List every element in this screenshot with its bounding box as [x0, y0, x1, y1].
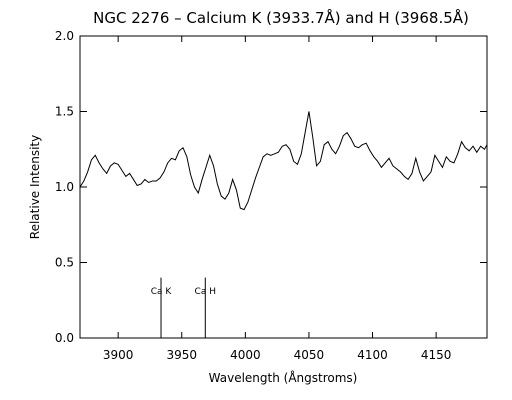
x-tick-label-3950: 3950 [166, 348, 197, 362]
y-tick-label-2.0: 2.0 [55, 29, 74, 43]
spectrum-line [79, 111, 488, 211]
calcium-marker-group: Ca K Ca H [151, 277, 216, 338]
x-axis-label: Wavelength (Ångstroms) [209, 370, 358, 385]
x-tick-label-4150: 4150 [421, 348, 452, 362]
marker-label-ca-k: Ca K [151, 287, 173, 297]
y-axis-label: Relative Intensity [28, 135, 42, 239]
x-tick-label-4050: 4050 [294, 348, 325, 362]
y-axis-ticks: 0.0 0.5 1.0 1.5 2.0 [55, 29, 487, 345]
x-axis-ticks: 3900 3950 4000 4050 4100 4150 [103, 36, 452, 362]
y-tick-label-1.5: 1.5 [55, 105, 74, 119]
chart-title: NGC 2276 – Calcium K (3933.7Å) and H (39… [93, 8, 469, 27]
marker-label-ca-h: Ca H [195, 287, 216, 297]
y-tick-label-0.5: 0.5 [55, 256, 74, 270]
x-tick-label-4100: 4100 [357, 348, 388, 362]
y-tick-label-0.0: 0.0 [55, 331, 74, 345]
x-tick-label-4000: 4000 [230, 348, 261, 362]
y-tick-label-1.0: 1.0 [55, 180, 74, 194]
x-tick-label-3900: 3900 [103, 348, 134, 362]
